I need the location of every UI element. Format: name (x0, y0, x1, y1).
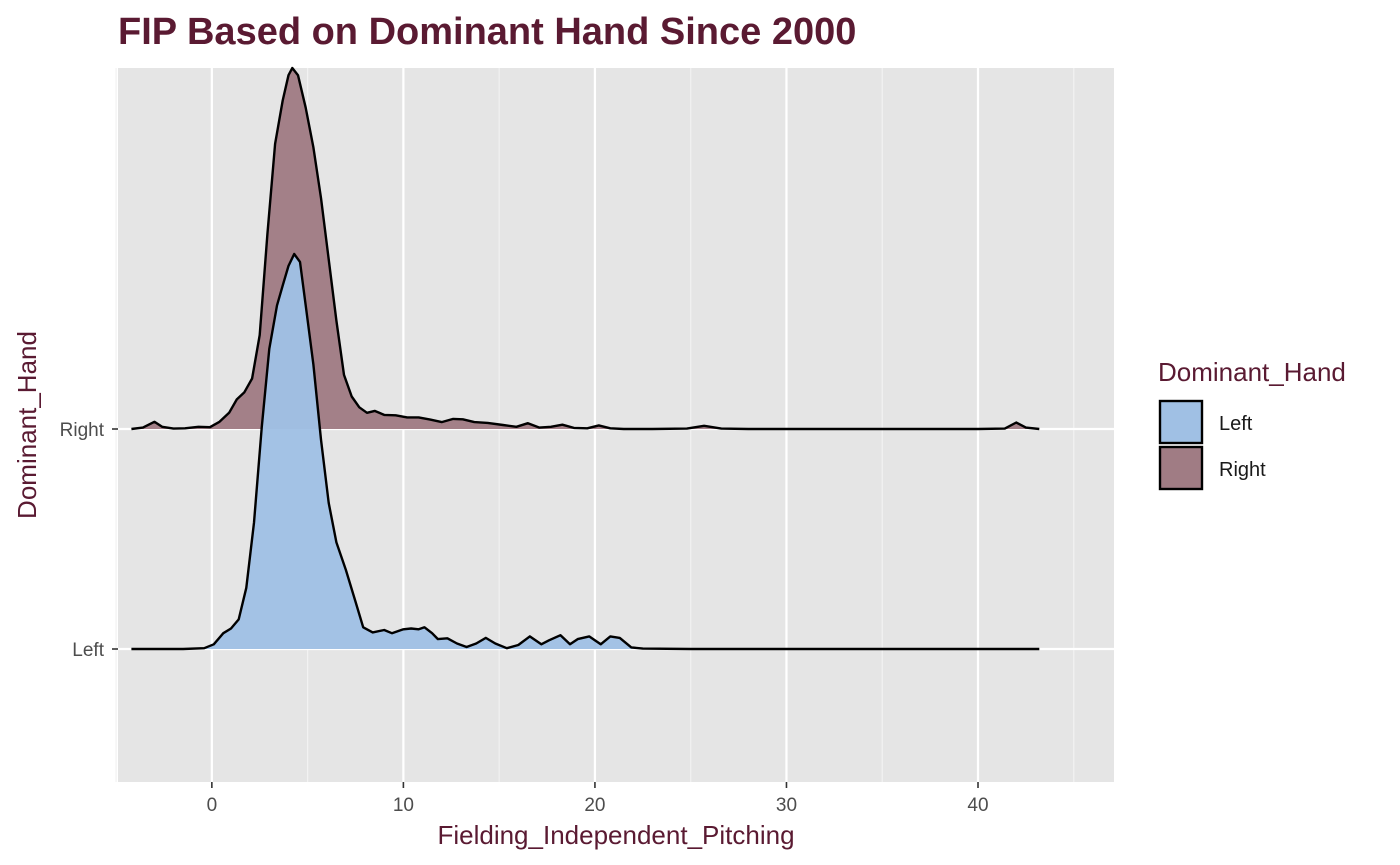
legend-title: Dominant_Hand (1158, 357, 1346, 387)
x-tick-label: 10 (393, 795, 414, 816)
density-line-left (131, 252, 1040, 651)
x-tick-label: 40 (967, 795, 988, 816)
x-tick-label: 0 (207, 795, 218, 816)
x-tick-label: 20 (584, 795, 605, 816)
legend-swatch-left (1158, 399, 1204, 445)
density-line-right (131, 66, 1040, 431)
legend-swatch-right (1158, 445, 1204, 491)
y-tick-label: Left (72, 640, 104, 661)
legend-items: Left Right (1158, 399, 1266, 491)
legend-label-left: Left (1219, 413, 1253, 435)
x-tick-label: 30 (776, 795, 797, 816)
y-axis: Left Right (60, 420, 118, 661)
x-axis: 0 10 20 30 40 (207, 782, 989, 816)
chart-title: FIP Based on Dominant Hand Since 2000 (118, 11, 856, 53)
density-fill-right (131, 68, 1040, 429)
density-fill-left (131, 254, 1040, 649)
y-tick-label: Right (60, 420, 105, 441)
x-axis-title: Fielding_Independent_Pitching (437, 820, 794, 850)
density-ridges (131, 66, 1040, 651)
legend-label-right: Right (1219, 459, 1266, 481)
legend: Dominant_Hand Left Right (1158, 357, 1346, 491)
y-axis-title: Dominant_Hand (12, 331, 42, 519)
